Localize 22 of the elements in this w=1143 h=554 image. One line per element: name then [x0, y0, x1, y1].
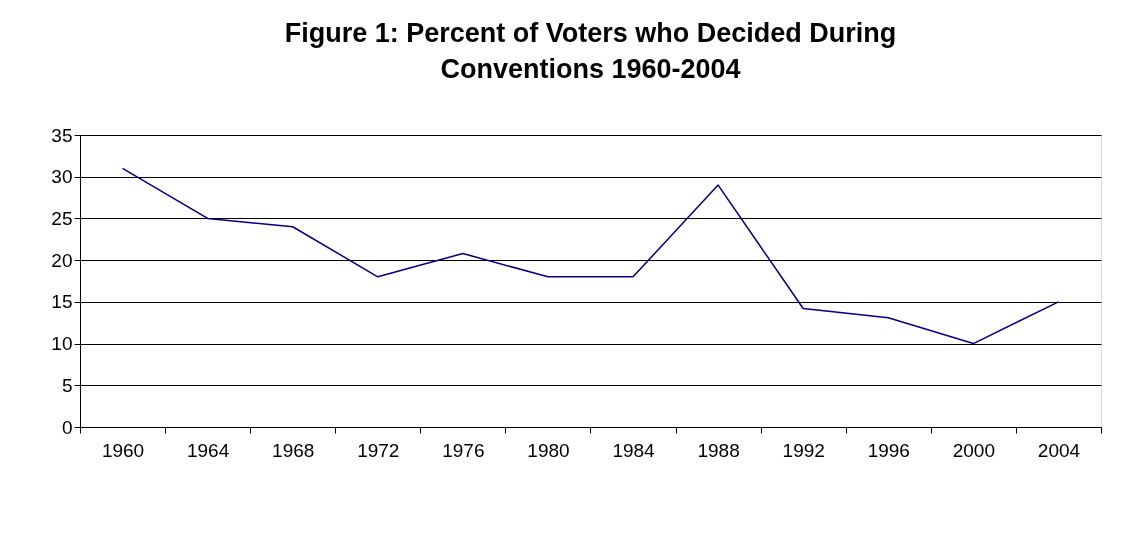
x-tick-label: 1980 [527, 439, 570, 461]
y-tick-label: 10 [51, 333, 73, 355]
y-tick-label: 30 [51, 166, 73, 188]
y-tick-label: 5 [61, 374, 73, 396]
x-tick-label: 1976 [442, 439, 485, 461]
x-tick-label: 1960 [101, 439, 145, 461]
line-series [121, 167, 1060, 345]
x-tick-label: 2004 [1037, 439, 1081, 461]
x-tick-label: 1996 [867, 439, 910, 461]
x-tick-label: 2000 [952, 439, 996, 461]
x-tick-label: 1992 [782, 439, 825, 461]
y-tick-label: 15 [51, 291, 73, 313]
x-tick-label: 1984 [612, 439, 656, 461]
y-tick-label: 35 [51, 124, 73, 146]
x-tick-label: 1988 [697, 439, 740, 461]
chart-title: Figure 1: Percent of Voters who Decided During Conventions 1960-2004 [284, 18, 897, 84]
y-tick-label: 0 [61, 416, 73, 438]
x-tick-label: 1972 [357, 439, 400, 461]
x-tick-label: 1968 [272, 439, 315, 461]
y-tick-label: 20 [51, 249, 73, 271]
x-tick-label: 1964 [186, 439, 230, 461]
y-tick-label: 25 [51, 207, 73, 229]
